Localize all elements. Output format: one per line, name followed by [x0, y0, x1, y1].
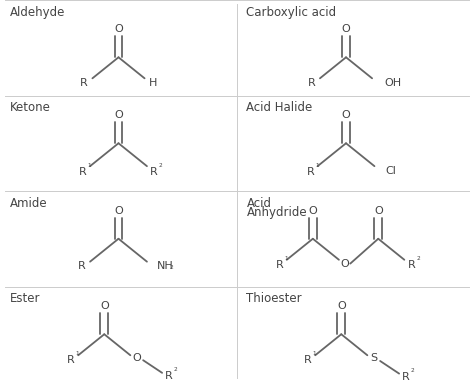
Text: O: O — [340, 259, 349, 269]
Text: Ester: Ester — [9, 292, 40, 305]
Text: Acid: Acid — [246, 197, 272, 210]
Text: R: R — [67, 355, 75, 365]
Text: R: R — [307, 167, 314, 176]
Text: Anhydride: Anhydride — [246, 206, 307, 219]
Text: $^2$: $^2$ — [173, 366, 178, 376]
Text: R: R — [150, 167, 158, 176]
Text: O: O — [114, 110, 123, 120]
Text: O: O — [133, 353, 141, 363]
Text: R: R — [78, 261, 85, 271]
Text: H: H — [149, 78, 157, 88]
Text: Amide: Amide — [9, 197, 47, 210]
Text: O: O — [114, 24, 123, 34]
Text: O: O — [342, 110, 350, 120]
Text: $_2$: $_2$ — [169, 262, 174, 272]
Text: O: O — [309, 206, 317, 216]
Text: Carboxylic acid: Carboxylic acid — [246, 6, 337, 19]
Text: R: R — [408, 260, 415, 270]
Text: R: R — [304, 355, 312, 365]
Text: O: O — [114, 206, 123, 216]
Text: OH: OH — [384, 78, 401, 88]
Text: NH: NH — [157, 261, 174, 271]
Text: O: O — [374, 206, 383, 216]
Text: Thioester: Thioester — [246, 292, 302, 305]
Text: R: R — [276, 260, 283, 270]
Text: R: R — [165, 371, 173, 381]
Text: $^1$: $^1$ — [315, 162, 320, 171]
Text: Aldehyde: Aldehyde — [9, 6, 65, 19]
Text: S: S — [370, 353, 378, 363]
Text: $^1$: $^1$ — [312, 351, 318, 360]
Text: Acid Halide: Acid Halide — [246, 101, 313, 114]
Text: $^2$: $^2$ — [158, 162, 164, 171]
Text: Ketone: Ketone — [9, 101, 50, 114]
Text: $^2$: $^2$ — [416, 255, 421, 264]
Text: R: R — [79, 167, 87, 176]
Text: $^1$: $^1$ — [75, 351, 81, 360]
Text: R: R — [80, 78, 88, 88]
Text: Cl: Cl — [385, 166, 396, 176]
Text: R: R — [402, 372, 410, 382]
Text: $^1$: $^1$ — [284, 255, 289, 264]
Text: O: O — [342, 24, 350, 34]
Text: O: O — [337, 301, 346, 311]
Text: $^1$: $^1$ — [87, 162, 92, 171]
Text: $^2$: $^2$ — [410, 367, 415, 376]
Text: O: O — [100, 301, 109, 311]
Text: R: R — [308, 78, 315, 88]
